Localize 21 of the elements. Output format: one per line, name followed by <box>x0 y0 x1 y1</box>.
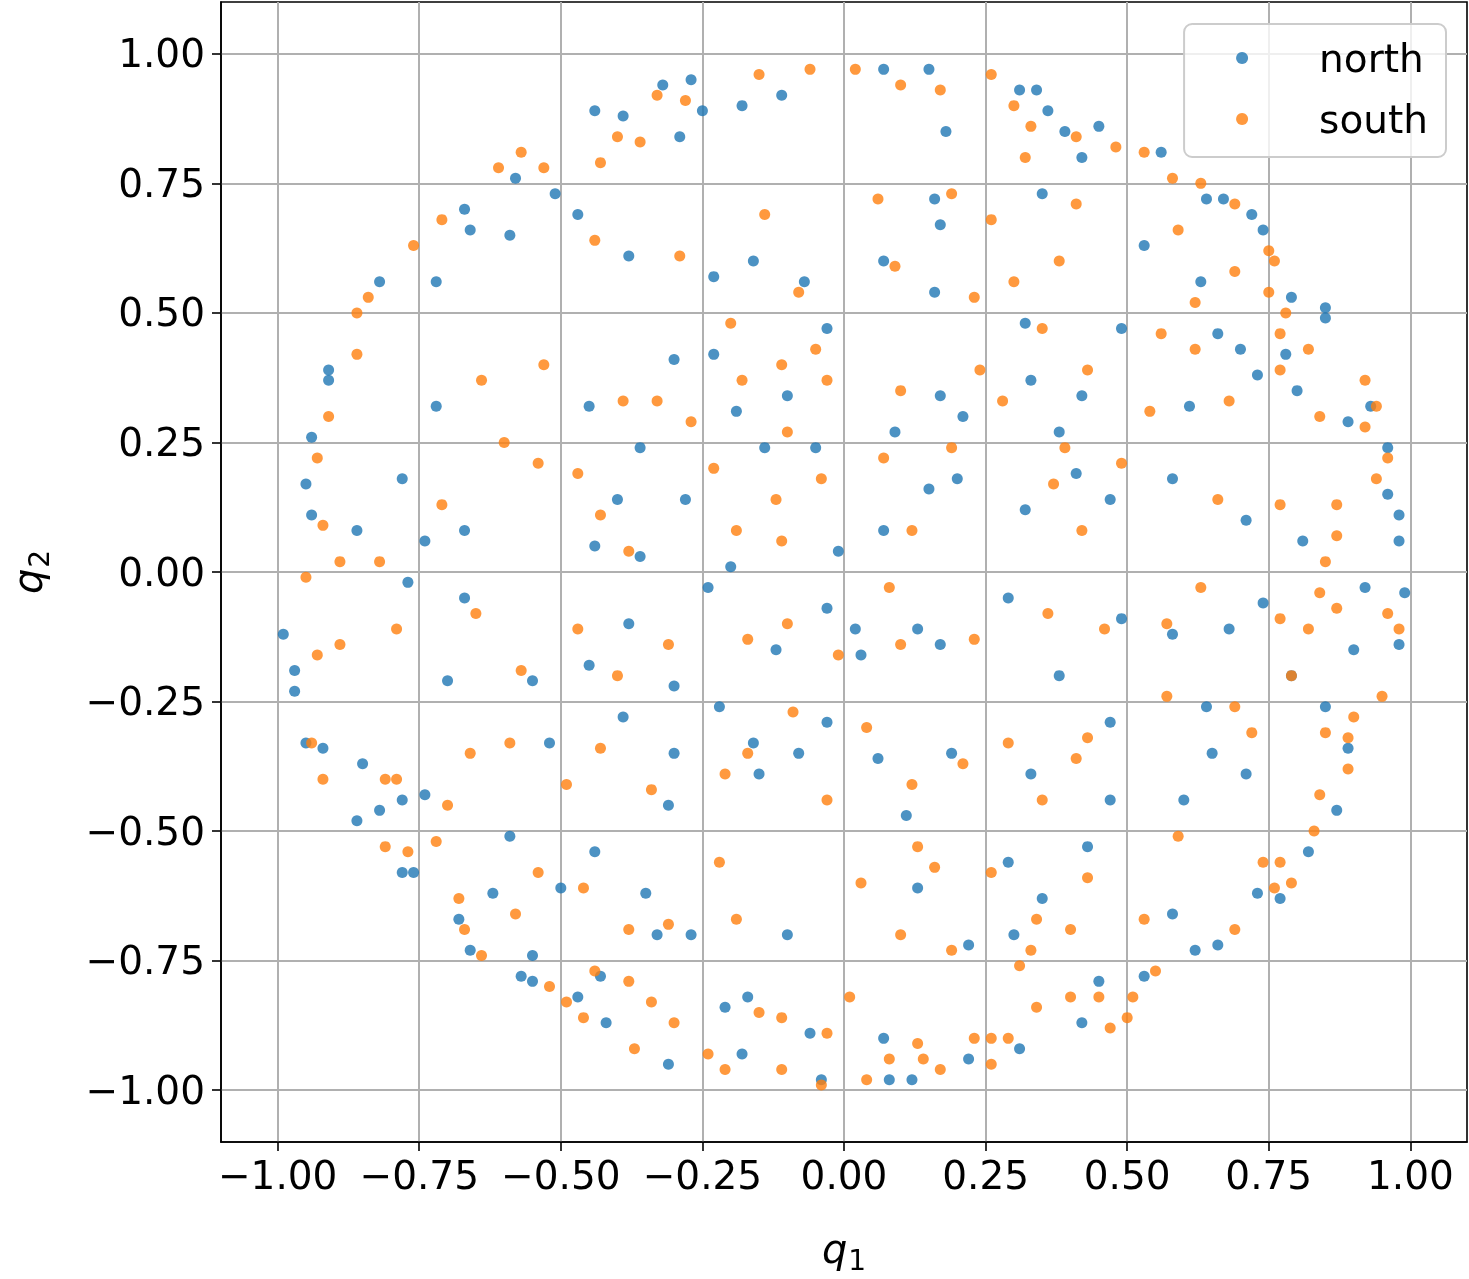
y-tick-label: −0.50 <box>85 808 205 854</box>
y-tick-label: 0.25 <box>118 419 205 465</box>
y-tick-label: −0.25 <box>85 679 205 725</box>
x-tick-label: 0.00 <box>800 1153 888 1198</box>
y-tick-label: 1.00 <box>118 31 205 77</box>
x-tick-label: −0.50 <box>501 1153 621 1198</box>
y-tick-label: 0.50 <box>118 290 205 336</box>
y-tick-label: −1.00 <box>85 1067 205 1113</box>
legend-label: north <box>1319 35 1424 81</box>
y-tick-label: 0.75 <box>118 160 205 206</box>
x-tick-label: 0.25 <box>942 1153 1030 1198</box>
x-tick-label: 0.75 <box>1225 1153 1313 1198</box>
x-tick-label: 0.50 <box>1083 1153 1171 1198</box>
legend-label: south <box>1319 96 1429 142</box>
x-tick-label: −0.75 <box>359 1153 479 1198</box>
y-tick-label: −0.75 <box>85 938 205 984</box>
y-axis-title: q2 <box>5 549 56 595</box>
x-tick-label: −1.00 <box>217 1153 338 1198</box>
x-tick-label: 1.00 <box>1366 1153 1454 1198</box>
y-tick-label: 0.00 <box>118 549 205 595</box>
x-tick-label: −0.25 <box>642 1153 763 1198</box>
